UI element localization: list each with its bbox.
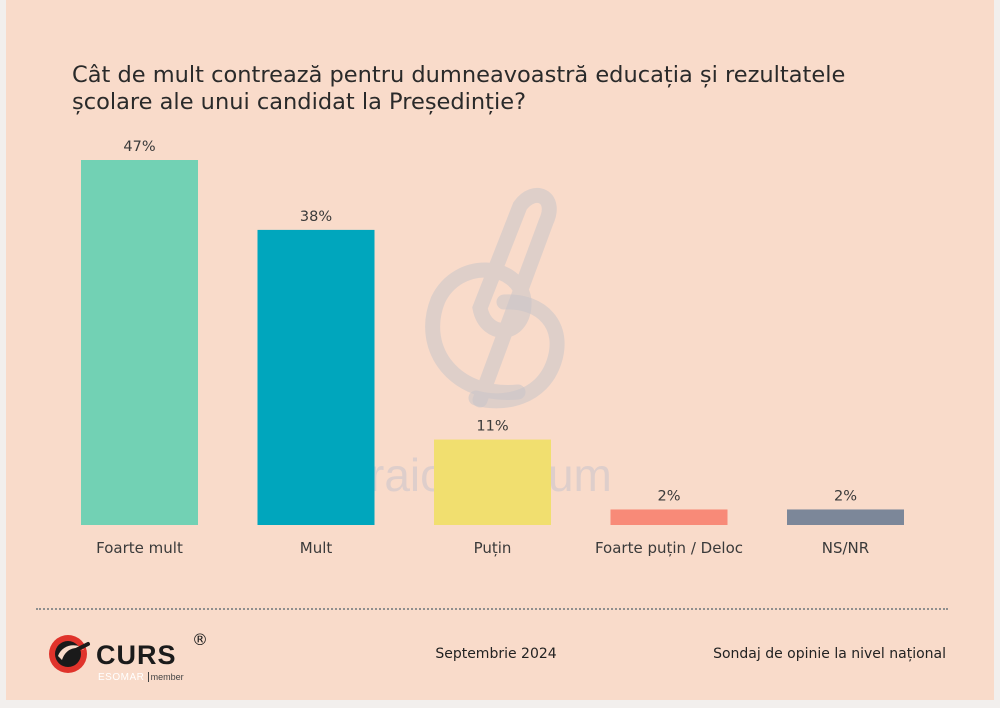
- esomar-label: ESOMAR: [98, 672, 145, 683]
- watermark-logo-icon: [425, 188, 565, 409]
- registered-mark: ®: [192, 630, 208, 649]
- bar-3: [434, 439, 551, 525]
- footer-date: Septembrie 2024: [435, 646, 557, 662]
- bar-4: [610, 509, 728, 525]
- bar-value-label: 47%: [123, 139, 155, 155]
- chart-title: Cât de mult contrează pentru dumneavoast…: [72, 62, 846, 115]
- footer-divider: [36, 608, 948, 610]
- bar-1: [81, 160, 198, 525]
- member-label: member: [147, 672, 184, 682]
- category-label: Foarte puțin / Deloc: [595, 539, 743, 557]
- category-label: NS/NR: [822, 539, 869, 557]
- category-label: Puțin: [474, 539, 512, 557]
- bar-value-label: 11%: [476, 419, 508, 435]
- bar-value-label: 2%: [657, 488, 680, 504]
- bar-2: [257, 229, 375, 525]
- category-label: Foarte mult: [96, 539, 183, 557]
- esomar-member-text: ESOMAR member: [98, 672, 184, 683]
- category-label: Mult: [300, 539, 333, 557]
- bar-chart: 47% Foarte mult 38% Mult 11% Puțin 2% Foarte pu…: [81, 139, 904, 557]
- curs-logo-icon: [49, 635, 90, 673]
- bar-5: [787, 509, 904, 525]
- bar-value-label: 38%: [300, 209, 332, 225]
- footer-survey-type: Sondaj de opinie la nivel național: [713, 646, 946, 662]
- curs-brand-text: CURS: [96, 640, 177, 670]
- bar-value-label: 2%: [834, 488, 857, 504]
- slide: Cât de mult contrează pentru dumneavoast…: [6, 0, 994, 700]
